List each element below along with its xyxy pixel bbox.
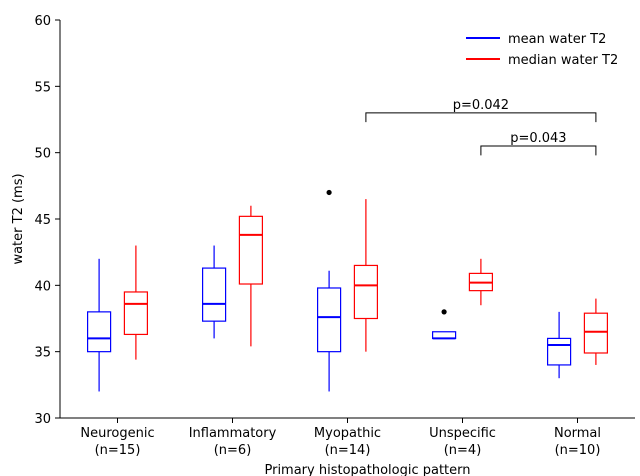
- box-iqr: [353, 264, 378, 320]
- x-tick-label: Neurogenic: [80, 426, 154, 441]
- legend-label: mean water T2: [508, 32, 606, 47]
- y-tick-label: 45: [34, 213, 51, 228]
- x-tick-label: Unspecific: [429, 426, 496, 441]
- x-tick-count-label: (n=4): [444, 443, 482, 458]
- p-value-label: p=0.043: [510, 131, 566, 146]
- box-iqr: [202, 267, 227, 322]
- box-1-2: [353, 199, 378, 352]
- significance-annotations: p=0.042 p=0.043: [365, 98, 597, 156]
- x-tick-count-label: (n=10): [555, 443, 601, 458]
- y-axis-ticks: 30 35 40 45 50 55 60: [34, 14, 60, 427]
- x-tick-label: Myopathic: [314, 426, 381, 441]
- x-tick-label: Normal: [554, 426, 601, 441]
- outlier-point: [441, 309, 447, 315]
- legend: mean water T2 median water T2: [466, 32, 618, 68]
- x-axis-ticks: Neurogenic (n=15) Inflammatory (n=6) Myopath…: [80, 418, 601, 458]
- y-tick-label: 55: [34, 80, 51, 95]
- box-iqr: [546, 337, 572, 366]
- significance-bracket: [365, 112, 597, 123]
- x-axis-label: Primary histopathologic pattern: [264, 463, 470, 476]
- y-axis-label: water T2 (ms): [11, 173, 26, 264]
- x-tick-count-label: (n=15): [95, 443, 141, 458]
- legend-label: median water T2: [508, 53, 618, 68]
- y-tick-label: 30: [34, 412, 51, 427]
- box-1-3: [468, 258, 493, 306]
- p-value-label: p=0.042: [453, 98, 509, 113]
- box-0-4: [546, 311, 572, 379]
- y-tick-label: 40: [34, 279, 51, 294]
- outlier-point: [326, 189, 332, 196]
- x-tick-label: Inflammatory: [189, 426, 277, 441]
- box-0-0: [86, 258, 112, 392]
- significance-bracket: [480, 145, 597, 156]
- box-iqr: [317, 287, 342, 353]
- y-tick-label: 35: [34, 346, 51, 361]
- box-0-2: [317, 189, 342, 392]
- box-iqr: [123, 291, 149, 336]
- box-iqr: [86, 311, 112, 353]
- x-tick-count-label: (n=6): [214, 443, 252, 458]
- y-tick-label: 60: [34, 14, 51, 29]
- box-iqr: [238, 215, 263, 285]
- x-tick-count-label: (n=14): [325, 443, 371, 458]
- y-tick-label: 50: [34, 147, 51, 162]
- box-1-4: [583, 298, 609, 365]
- box-iqr: [583, 312, 609, 354]
- box-1-0: [123, 245, 149, 360]
- box-0-3: [432, 309, 457, 340]
- box-1-1: [238, 205, 263, 347]
- box-0-1: [202, 245, 227, 339]
